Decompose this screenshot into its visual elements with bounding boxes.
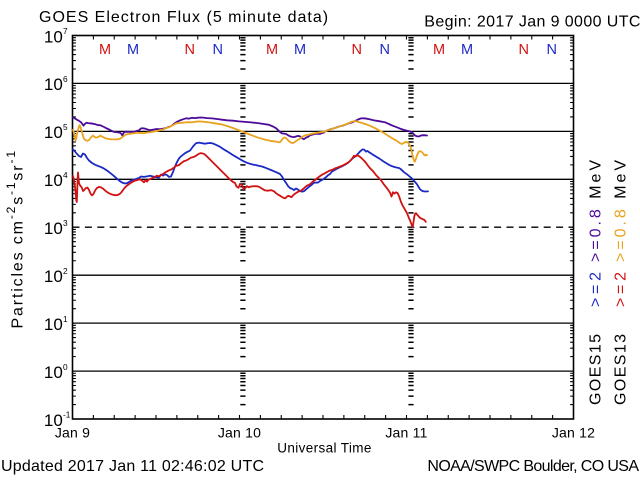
svg-text:Jan 11: Jan 11 xyxy=(385,425,427,441)
svg-text:GOES Electron Flux (5 minute d: GOES Electron Flux (5 minute data) xyxy=(39,9,329,26)
svg-text:M: M xyxy=(266,42,278,58)
svg-text:5: 5 xyxy=(63,122,68,132)
svg-text:N: N xyxy=(519,42,529,58)
svg-text:GOES13: GOES13 xyxy=(613,333,630,405)
svg-text:Universal Time: Universal Time xyxy=(277,441,372,456)
svg-text:7: 7 xyxy=(63,26,68,36)
svg-text:10: 10 xyxy=(44,267,63,286)
svg-text:N: N xyxy=(185,42,195,58)
svg-text:>=0.8 MeV: >=0.8 MeV xyxy=(613,157,630,262)
svg-text:10: 10 xyxy=(44,411,63,430)
svg-text:N: N xyxy=(352,42,362,58)
svg-text:>=2: >=2 xyxy=(588,268,605,307)
svg-text:3: 3 xyxy=(63,218,68,228)
svg-text:>=2: >=2 xyxy=(613,268,630,307)
svg-text:10: 10 xyxy=(44,363,63,382)
svg-text:4: 4 xyxy=(63,170,68,180)
svg-text:NOAA/SWPC Boulder, CO USA: NOAA/SWPC Boulder, CO USA xyxy=(427,458,639,475)
svg-text:10: 10 xyxy=(44,219,63,238)
svg-text:6: 6 xyxy=(63,74,68,84)
svg-text:1: 1 xyxy=(63,314,68,324)
svg-text:Jan 12: Jan 12 xyxy=(552,425,595,441)
svg-text:N: N xyxy=(212,42,222,58)
svg-text:10: 10 xyxy=(44,75,63,94)
svg-text:10: 10 xyxy=(44,27,63,46)
svg-text:2: 2 xyxy=(63,266,68,276)
svg-text:M: M xyxy=(294,42,306,58)
svg-text:10: 10 xyxy=(44,315,63,334)
svg-text:0: 0 xyxy=(63,362,68,372)
svg-text:Updated 2017 Jan 11 02:46:02 U: Updated 2017 Jan 11 02:46:02 UTC xyxy=(1,458,264,475)
svg-text:M: M xyxy=(99,42,111,58)
svg-text:M: M xyxy=(127,42,139,58)
svg-text:10: 10 xyxy=(44,171,63,190)
svg-text:GOES15: GOES15 xyxy=(588,333,605,405)
svg-text:Jan 9: Jan 9 xyxy=(55,425,90,441)
svg-text:Jan 10: Jan 10 xyxy=(218,425,261,441)
svg-text:M: M xyxy=(461,42,473,58)
svg-text:10: 10 xyxy=(44,123,63,142)
svg-text:N: N xyxy=(546,42,556,58)
svg-text:N: N xyxy=(379,42,389,58)
svg-text:-1: -1 xyxy=(63,410,71,420)
svg-text:>=0.8 MeV: >=0.8 MeV xyxy=(588,157,605,262)
svg-text:Begin: 2017 Jan 9 0000 UTC: Begin: 2017 Jan 9 0000 UTC xyxy=(424,13,640,30)
svg-text:M: M xyxy=(433,42,445,58)
